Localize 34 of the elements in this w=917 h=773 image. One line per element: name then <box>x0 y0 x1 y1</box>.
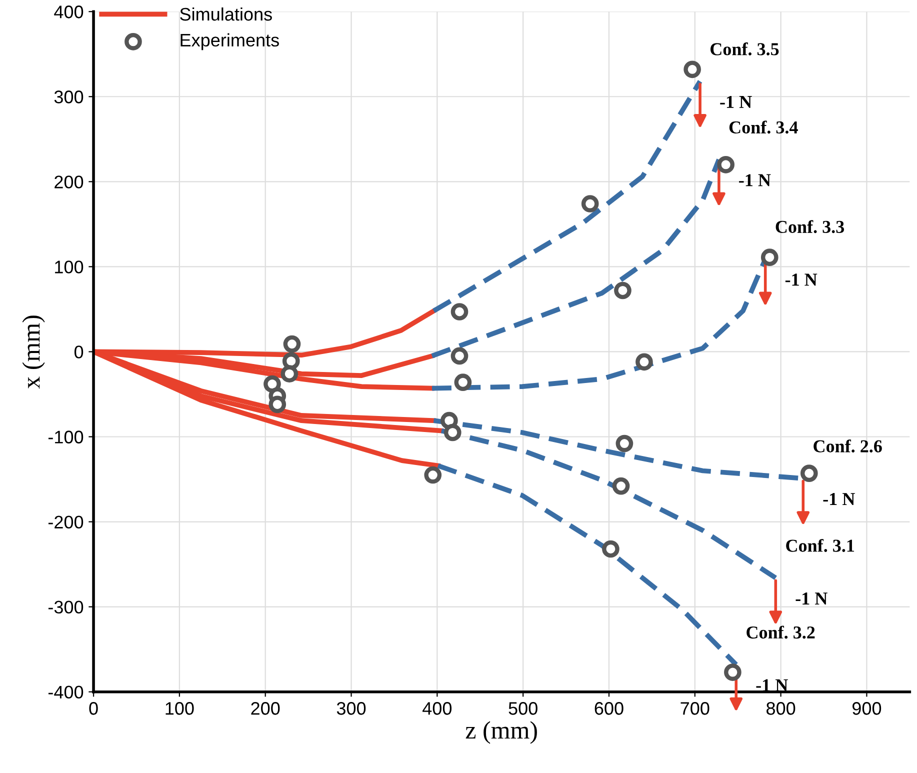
annotation: Conf. 3.5 <box>710 42 779 56</box>
legend-label: Experiments <box>180 33 279 50</box>
x-tick-label: 500 <box>508 702 538 715</box>
annotation: Conf. 3.2 <box>746 626 815 639</box>
y-tick-label: -400 <box>48 686 84 699</box>
y-tick-label: 300 <box>54 90 84 104</box>
y-tick-label: 0 <box>74 346 84 358</box>
x-tick-label: 400 <box>422 702 452 715</box>
x-tick-label: 100 <box>166 702 194 715</box>
annotation: Conf. 3.3 <box>776 220 844 234</box>
y-tick-label: 200 <box>54 176 84 188</box>
x-tick-label: 200 <box>251 702 280 715</box>
annotation: -1 N <box>823 493 855 505</box>
x-axis-title: z (mm) <box>466 721 537 744</box>
y-tick-label: 100 <box>55 260 84 274</box>
x-tick-label: 800 <box>766 702 796 715</box>
annotation: -1 N <box>739 174 771 186</box>
annotation: -1 N <box>796 592 828 604</box>
annotation: Conf. 3.1 <box>786 538 854 552</box>
x-tick-label: 0 <box>89 702 98 715</box>
annotation: -1 N <box>720 96 752 108</box>
y-tick-label: -200 <box>48 516 84 528</box>
annotation: Conf. 3.4 <box>729 120 798 134</box>
annotation: Conf. 2.6 <box>814 439 882 452</box>
y-tick-label: 400 <box>54 6 84 18</box>
y-axis-title: x (mm) <box>22 316 45 389</box>
annotation: -1 N <box>785 274 818 286</box>
x-tick-label: 300 <box>336 702 366 715</box>
x-tick-label: 900 <box>852 702 882 715</box>
y-tick-label: -300 <box>48 600 84 614</box>
x-tick-label: 700 <box>680 702 710 715</box>
y-tick-label: -100 <box>48 430 84 444</box>
legend-label: Simulations <box>180 7 272 21</box>
x-tick-label: 600 <box>594 702 624 715</box>
